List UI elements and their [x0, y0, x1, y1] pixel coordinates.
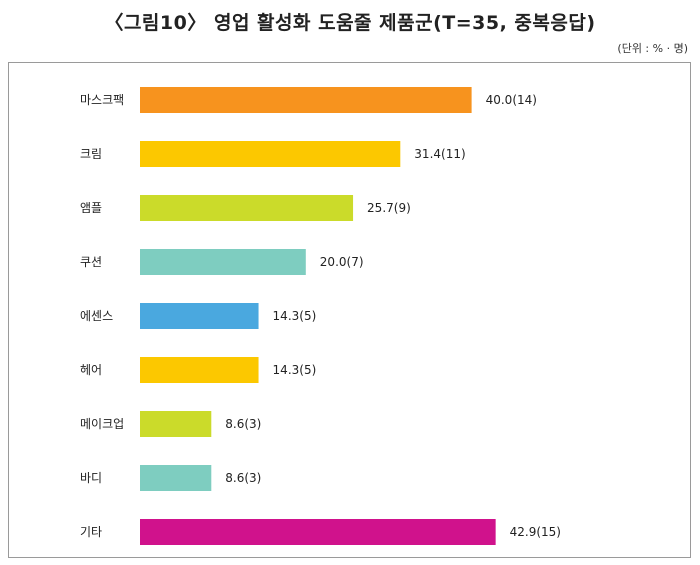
data-label: 20.0(7) — [320, 255, 364, 269]
category-label: 앰플 — [80, 201, 102, 215]
data-label: 42.9(15) — [510, 525, 561, 539]
category-label: 바디 — [80, 471, 102, 485]
bar — [140, 141, 401, 167]
category-label: 기타 — [80, 525, 102, 539]
bar — [140, 411, 212, 437]
bar — [140, 249, 306, 275]
data-label: 25.7(9) — [367, 201, 411, 215]
bar — [140, 195, 354, 221]
chart-frame — [8, 62, 691, 558]
data-label: 8.6(3) — [225, 471, 261, 485]
category-label: 헤어 — [80, 363, 102, 377]
bar — [140, 87, 472, 113]
bar — [140, 303, 259, 329]
unit-note: (단위 : % · 명) — [617, 42, 688, 55]
data-label: 31.4(11) — [414, 147, 465, 161]
category-label: 에센스 — [80, 309, 113, 323]
bar — [140, 357, 259, 383]
category-label: 크림 — [80, 147, 102, 161]
data-label: 14.3(5) — [273, 309, 317, 323]
bar — [140, 519, 496, 545]
category-label: 쿠션 — [80, 255, 102, 269]
data-label: 8.6(3) — [225, 417, 261, 431]
bar — [140, 465, 212, 491]
category-label: 마스크팩 — [80, 93, 124, 107]
data-label: 40.0(14) — [486, 93, 537, 107]
chart-title: 〈그림10〉 영업 활성화 도움줄 제품군(T=35, 중복응답) — [104, 12, 596, 34]
data-label: 14.3(5) — [273, 363, 317, 377]
category-label: 메이크업 — [80, 417, 124, 431]
